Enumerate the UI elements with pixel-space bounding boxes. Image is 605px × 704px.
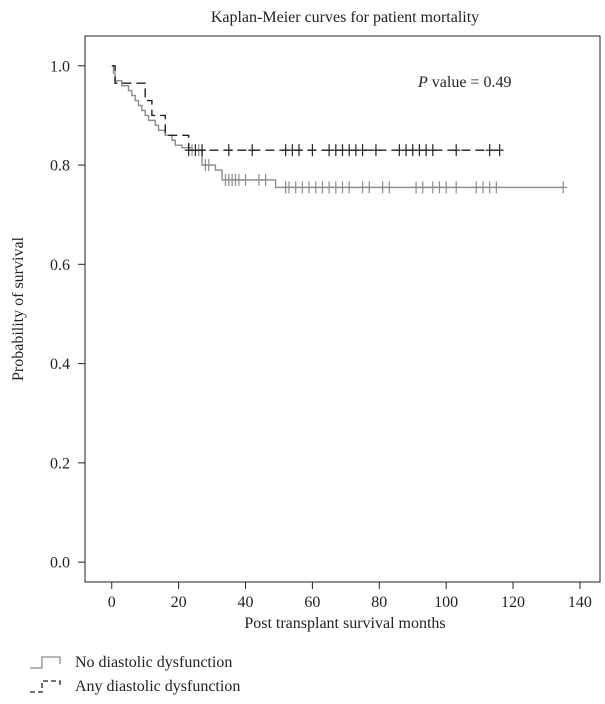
plot-frame	[84, 35, 601, 583]
x-tick-label: 140	[568, 594, 592, 611]
legend-label-no-dysfunction: No diastolic dysfunction	[75, 654, 232, 671]
legend-swatch-any-dysfunction	[30, 680, 61, 693]
x-axis-label: Post transplant survival months	[244, 615, 445, 632]
survival-curve-any-dysfunction	[111, 65, 500, 151]
series-layer	[111, 65, 568, 194]
y-tick-label: 1.0	[50, 58, 70, 75]
p-value-annotation: P value = 0.49	[417, 74, 511, 91]
legend: No diastolic dysfunction Any diastolic dy…	[30, 654, 240, 695]
x-tick-label: 120	[501, 594, 525, 611]
x-tick-label: 100	[434, 594, 458, 611]
y-tick-label: 0.6	[50, 257, 70, 274]
y-tick-label: 0.8	[50, 158, 70, 175]
y-axis: 0.0 0.2 0.4 0.6 0.8 1.0	[50, 58, 85, 572]
x-axis: 0 20 40 60 80 100 120 140	[108, 582, 592, 611]
x-tick-label: 40	[238, 594, 254, 611]
y-tick-label: 0.2	[50, 455, 70, 472]
legend-label-any-dysfunction: Any diastolic dysfunction	[75, 678, 240, 695]
x-tick-label: 20	[171, 594, 187, 611]
p-value-text: value = 0.49	[428, 74, 512, 91]
x-tick-label: 0	[108, 594, 116, 611]
p-value-italic: P	[417, 74, 428, 91]
y-tick-label: 0.4	[50, 356, 70, 373]
x-tick-label: 60	[304, 594, 320, 611]
y-axis-label: Probability of survival	[10, 236, 27, 381]
y-tick-label: 0.0	[50, 555, 70, 572]
x-tick-label: 80	[371, 594, 387, 611]
legend-swatch-no-dysfunction	[30, 656, 61, 669]
chart-title: Kaplan-Meier curves for patient mortalit…	[211, 9, 479, 26]
